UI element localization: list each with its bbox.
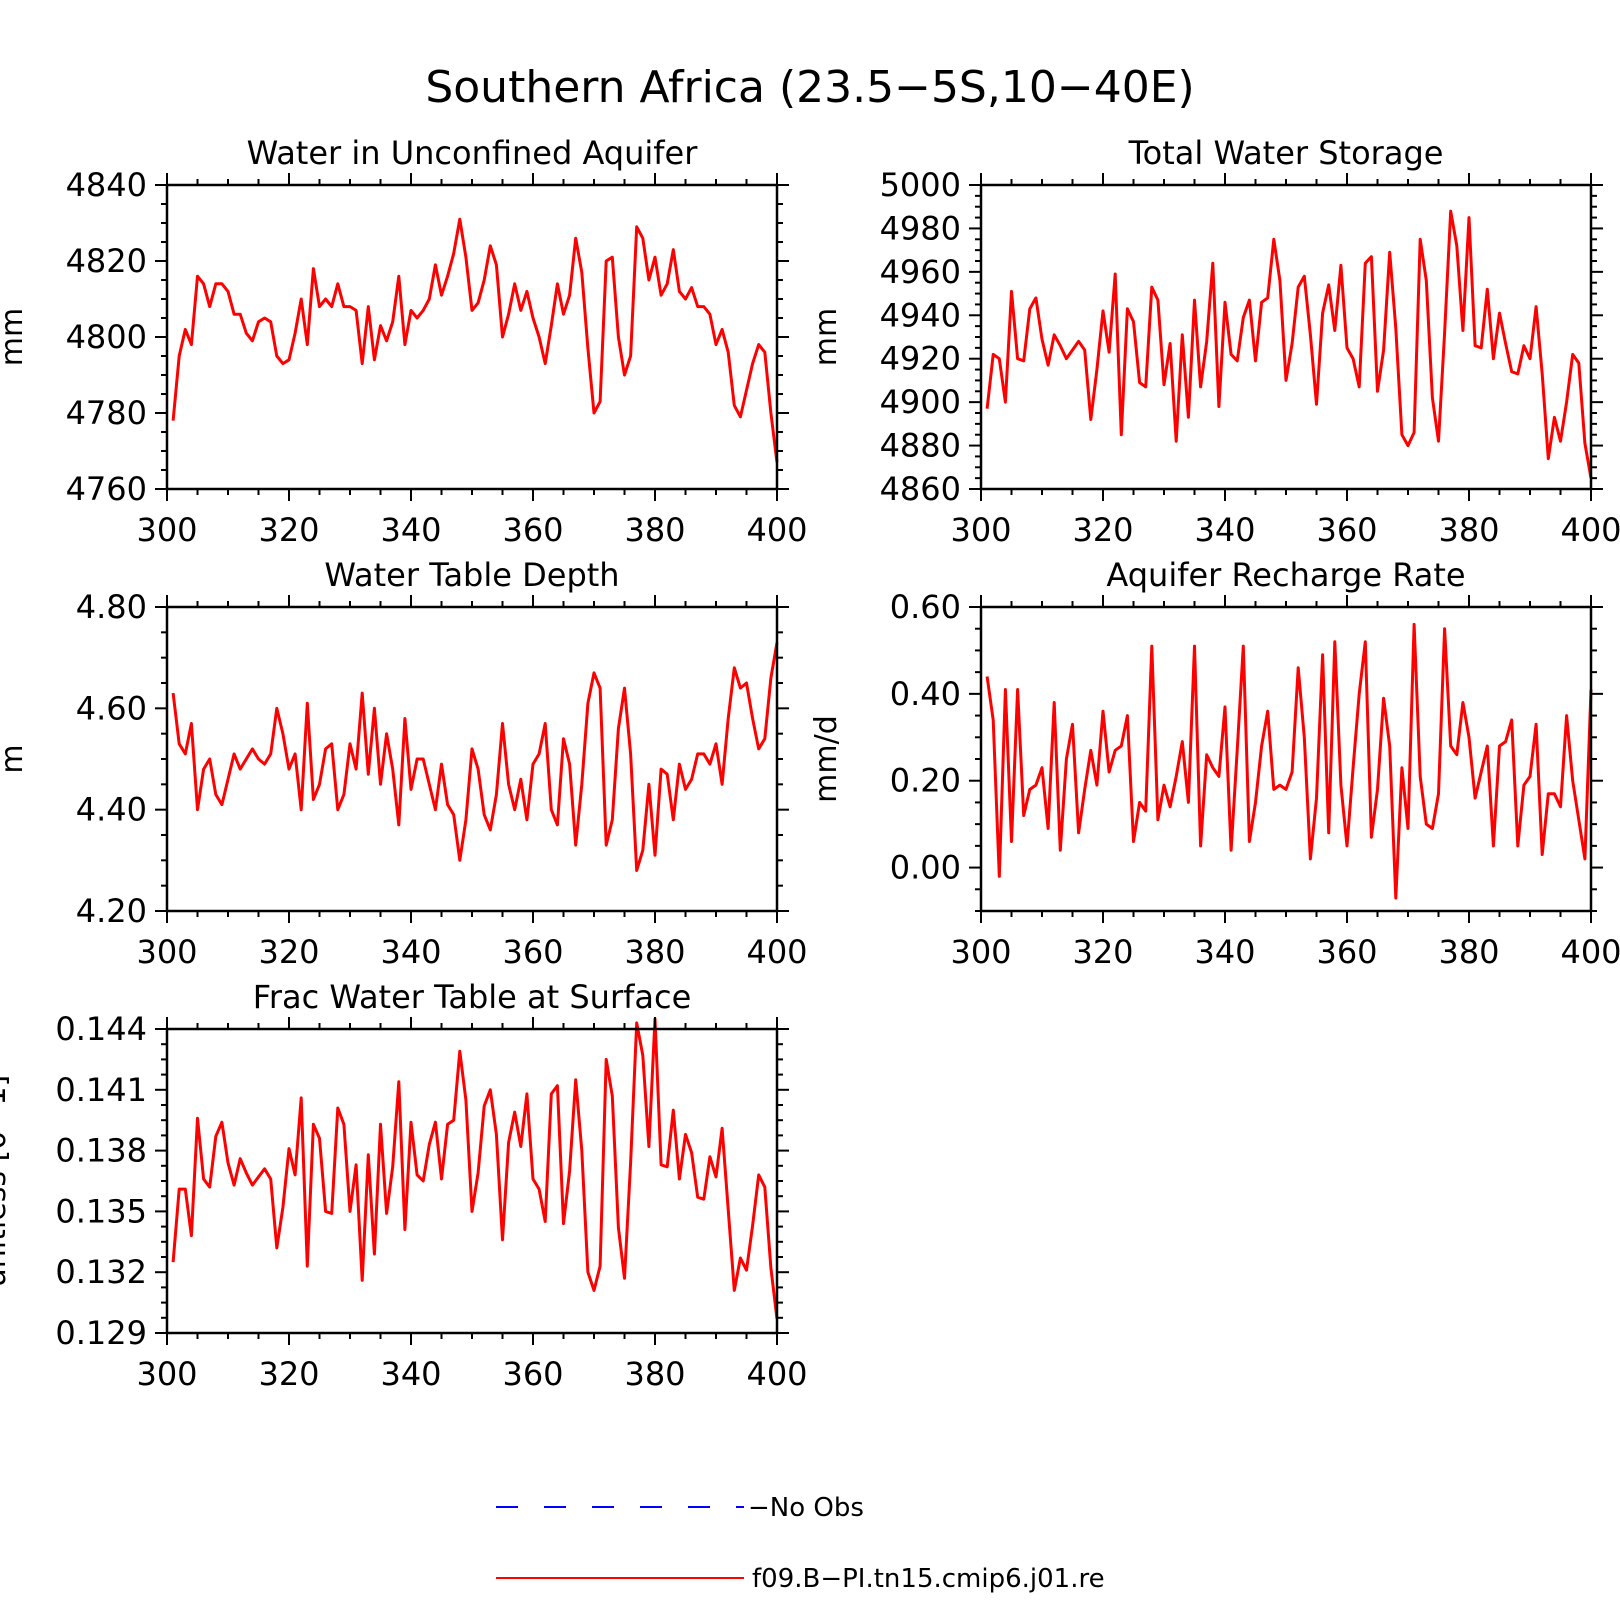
- panel-title: Total Water Storage: [1128, 134, 1444, 172]
- data-line: [985, 622, 1593, 900]
- x-tick-label: 320: [1072, 511, 1133, 549]
- data-line: [171, 642, 779, 872]
- x-tick-label: 320: [258, 933, 319, 971]
- y-tick-label: 4840: [66, 166, 147, 204]
- x-tick-label: 400: [1560, 511, 1620, 549]
- panel-title: Water in Unconfined Aquifer: [247, 134, 699, 172]
- y-axis-label: mm: [809, 308, 844, 366]
- legend-no-obs-label: −No Obs: [748, 1493, 864, 1523]
- x-tick-label: 380: [624, 933, 685, 971]
- x-tick-label: 300: [136, 933, 197, 971]
- x-tick-label: 300: [950, 933, 1011, 971]
- panel-title: Aquifer Recharge Rate: [1106, 556, 1465, 594]
- y-tick-label: 0.138: [55, 1132, 147, 1170]
- y-tick-label: 4860: [880, 470, 961, 508]
- panels: 300 320 340 360 380 400 4760 4780 4800 4820 4840 Wa…: [0, 134, 1620, 1393]
- x-tick-label: 300: [136, 511, 197, 549]
- panel-4: 300 320 340 360 380 400 0.00 0.20 0.40 0.60 Aquife…: [809, 556, 1620, 971]
- x-tick-label: 380: [1438, 933, 1499, 971]
- data-line: [171, 1017, 779, 1319]
- panel-title: Frac Water Table at Surface: [253, 978, 692, 1016]
- y-tick-label: 0.20: [890, 762, 961, 800]
- x-tick-label: 380: [624, 511, 685, 549]
- x-tick-label: 360: [502, 511, 563, 549]
- x-tick-label: 340: [380, 1355, 441, 1393]
- y-tick-label: 4980: [880, 209, 961, 247]
- y-tick-label: 4820: [66, 242, 147, 280]
- figure-title: Southern Africa (23.5−5S,10−40E): [425, 62, 1194, 113]
- y-axis-label: unitless [0−1]: [0, 1075, 13, 1287]
- y-tick-label: 0.00: [890, 849, 961, 887]
- x-tick-label: 400: [746, 511, 807, 549]
- y-tick-label: 4800: [66, 318, 147, 356]
- y-tick-label: 0.135: [55, 1192, 147, 1230]
- data-line: [171, 217, 779, 463]
- y-tick-label: 0.144: [55, 1010, 147, 1048]
- x-tick-label: 400: [746, 933, 807, 971]
- y-axis-label: mm: [0, 308, 30, 366]
- y-tick-label: 0.141: [55, 1071, 147, 1109]
- x-tick-label: 360: [502, 933, 563, 971]
- y-tick-label: 4760: [66, 470, 147, 508]
- x-tick-label: 360: [1316, 511, 1377, 549]
- y-tick-label: 4.40: [76, 791, 147, 829]
- x-tick-label: 400: [1560, 933, 1620, 971]
- y-tick-label: 4880: [880, 427, 961, 465]
- x-tick-label: 320: [258, 1355, 319, 1393]
- y-tick-label: 4920: [880, 340, 961, 378]
- y-tick-label: 0.129: [55, 1314, 147, 1352]
- x-tick-label: 380: [624, 1355, 685, 1393]
- panel-3: 300 320 340 360 380 400 4.20 4.40 4.60 4.80 Water …: [0, 556, 808, 971]
- x-tick-label: 360: [1316, 933, 1377, 971]
- x-tick-label: 340: [1194, 933, 1255, 971]
- y-tick-label: 4960: [880, 253, 961, 291]
- y-tick-label: 0.60: [890, 588, 961, 626]
- y-axis-label: mm/d: [809, 715, 844, 803]
- panel-title: Water Table Depth: [324, 556, 619, 594]
- y-axis-label: m: [0, 744, 30, 773]
- x-tick-label: 400: [746, 1355, 807, 1393]
- y-tick-label: 4.60: [76, 689, 147, 727]
- x-tick-label: 300: [136, 1355, 197, 1393]
- x-tick-label: 320: [258, 511, 319, 549]
- panel-2: 300 320 340 360 380 400 4860 4880 4900 4920 4940 49…: [809, 134, 1620, 549]
- x-tick-label: 300: [950, 511, 1011, 549]
- y-tick-label: 0.40: [890, 675, 961, 713]
- x-tick-label: 340: [380, 511, 441, 549]
- x-tick-label: 340: [380, 933, 441, 971]
- y-tick-label: 4.20: [76, 892, 147, 930]
- panel-1: 300 320 340 360 380 400 4760 4780 4800 4820 4840 Wa…: [0, 134, 808, 549]
- panel-5: 300 320 340 360 380 400 0.129 0.132 0.135 0.138 0.…: [0, 978, 808, 1393]
- y-tick-label: 5000: [880, 166, 961, 204]
- y-tick-label: 4900: [880, 383, 961, 421]
- y-tick-label: 4780: [66, 394, 147, 432]
- y-tick-label: 0.132: [55, 1253, 147, 1291]
- legend: −No Obs f09.B−PI.tn15.cmip6.j01.re: [496, 1493, 1105, 1594]
- x-tick-label: 340: [1194, 511, 1255, 549]
- x-tick-label: 320: [1072, 933, 1133, 971]
- y-tick-label: 4940: [880, 296, 961, 334]
- y-tick-label: 4.80: [76, 588, 147, 626]
- x-tick-label: 380: [1438, 511, 1499, 549]
- data-line: [985, 209, 1593, 479]
- legend-model-run-label: f09.B−PI.tn15.cmip6.j01.re: [752, 1564, 1105, 1594]
- x-tick-label: 360: [502, 1355, 563, 1393]
